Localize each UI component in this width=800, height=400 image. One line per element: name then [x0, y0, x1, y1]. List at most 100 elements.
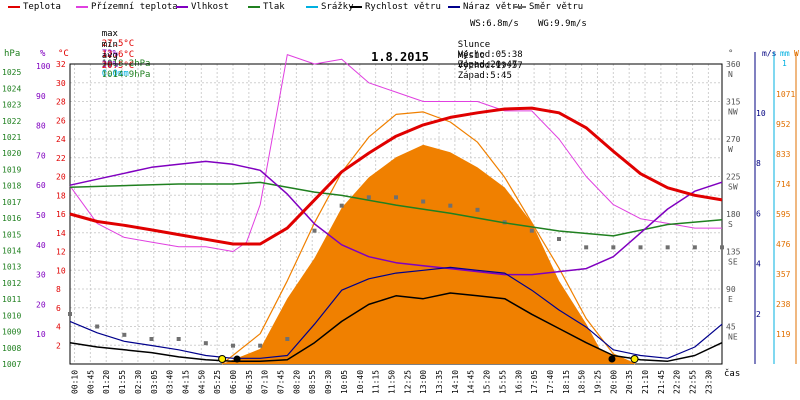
pct-tick-label: 10 — [36, 330, 46, 339]
x-tick-label: 02:30 — [134, 370, 143, 394]
celsius-tick-label: 4 — [56, 323, 61, 332]
compass-label: E — [728, 295, 733, 304]
wind-direction-point — [176, 337, 181, 341]
x-tick-label: 06:35 — [245, 370, 254, 394]
celsius-tick-label: 2 — [56, 341, 61, 350]
deg-tick-label: 90 — [726, 285, 736, 294]
legend-item: Teplota — [8, 2, 61, 12]
legend-swatch — [76, 5, 88, 8]
watt-tick-label: 833 — [776, 150, 791, 159]
ground-temperature-line — [69, 54, 722, 252]
stats-max-temp: 27.5°C — [101, 39, 135, 49]
celsius-tick-label: 20 — [56, 173, 66, 182]
pct-tick-label: 100 — [36, 62, 51, 71]
x-tick-label: 01:55 — [118, 370, 127, 394]
x-tick-label: 17:05 — [530, 370, 539, 394]
celsius-tick-label: 28 — [56, 98, 66, 107]
hpa-tick-label: 1022 — [2, 117, 21, 126]
wind-direction-point — [665, 245, 670, 250]
x-tick-label: 17:40 — [546, 370, 555, 394]
deg-tick-label: 270 — [726, 135, 741, 144]
celsius-tick-label: 24 — [56, 135, 66, 144]
legend-swatch — [448, 5, 460, 8]
x-tick-label: 09:30 — [324, 370, 333, 394]
legend-swatch — [514, 5, 526, 8]
x-tick-label: 18:15 — [562, 370, 571, 394]
theoretical-radiation-line — [221, 111, 636, 365]
wind-direction-point — [122, 332, 127, 337]
legend-label: Přízemní teplota — [91, 2, 178, 12]
ms-tick-label: 6 — [756, 209, 761, 218]
hpa-tick-label: 1019 — [2, 165, 21, 174]
wind-direction-point — [366, 195, 371, 200]
x-tick-label: 22:55 — [689, 370, 698, 394]
wind-wg: WG:9.9m/s — [538, 19, 587, 29]
stats-avg: avg 20.5°C — [80, 41, 135, 81]
x-tick-label: 12:25 — [403, 370, 412, 394]
hpa-tick-label: 1011 — [2, 295, 21, 304]
moon-info: Měsíc Východ:19:57 Západ:5:45 — [436, 41, 523, 91]
legend-label: Teplota — [23, 2, 61, 12]
x-tick-label: 14:45 — [467, 370, 476, 394]
deg-tick-label: 180 — [726, 210, 741, 219]
legend-swatch — [176, 5, 188, 8]
watt-tick-label: 714 — [776, 180, 791, 189]
x-tick-label: 15:20 — [483, 370, 492, 394]
watt-tick-label: 952 — [776, 120, 791, 129]
wind-direction-point — [203, 341, 208, 346]
ms-tick-label: 4 — [756, 260, 761, 269]
legend-item: Náraz větru — [448, 2, 523, 12]
legend-swatch — [306, 5, 318, 8]
x-tick-label: 10:40 — [356, 370, 365, 394]
x-tick-label: 00:45 — [86, 370, 95, 394]
compass-label: SW — [728, 183, 738, 192]
celsius-tick-label: 26 — [56, 116, 66, 125]
legend-item: Vlhkost — [176, 2, 229, 12]
moonset-marker — [233, 355, 241, 363]
legend-item: Směr větru — [514, 2, 583, 12]
stats-avg-temp: 20.5°C — [101, 61, 135, 71]
wind-direction-point — [95, 324, 100, 329]
legend-label: Náraz větru — [463, 2, 523, 12]
humidity-line — [69, 160, 723, 276]
hpa-tick-label: 1007 — [2, 360, 21, 369]
deg-tick-label: 360 — [726, 60, 741, 69]
wind-direction-point — [285, 337, 290, 341]
pct-axis-title: % — [40, 49, 46, 59]
stats-min-temp: 12.6°C — [101, 50, 135, 60]
pct-tick-label: 90 — [36, 92, 46, 101]
wind-direction-point — [339, 203, 344, 208]
celsius-tick-label: 10 — [56, 266, 66, 275]
x-tick-label: 20:35 — [625, 370, 634, 394]
legend-item: Přízemní teplota — [76, 2, 178, 12]
x-tick-label: 06:00 — [229, 370, 238, 394]
moon-set: Západ:5:45 — [457, 71, 512, 81]
hpa-axis-title: hPa — [4, 49, 20, 59]
celsius-tick-label: 32 — [56, 60, 66, 69]
chart-title: 1.8.2015 — [371, 50, 429, 64]
sun-info: Slunce Východ:05:38 Západ:20:47 — [436, 30, 523, 80]
legend-label: Vlhkost — [191, 2, 229, 12]
hpa-tick-label: 1021 — [2, 133, 21, 142]
mm-axis-title: mm — [780, 49, 790, 58]
moon-rise: Východ:19:57 — [457, 61, 523, 71]
moon-label: Měsíc — [457, 51, 485, 61]
watt-tick-label: 476 — [776, 240, 791, 249]
x-tick-label: 08:55 — [308, 370, 317, 394]
x-tick-label: 23:30 — [704, 370, 713, 394]
celsius-tick-label: 12 — [56, 248, 66, 257]
sunrise-marker — [218, 355, 227, 363]
compass-label: NW — [728, 108, 738, 117]
celsius-tick-label: 14 — [56, 229, 66, 238]
stats-min-press: 1014.9hPa — [101, 70, 151, 80]
wind-direction-point — [529, 228, 534, 233]
x-tick-label: 18:50 — [578, 370, 587, 394]
watt-tick-label: 595 — [776, 210, 791, 219]
legend-swatch — [8, 5, 20, 8]
stats-avg-label: avg — [101, 51, 118, 61]
sun-label: Slunce — [457, 40, 491, 50]
stats-min-label: min — [101, 40, 118, 50]
legend-item: Rychlost větru — [350, 2, 441, 12]
